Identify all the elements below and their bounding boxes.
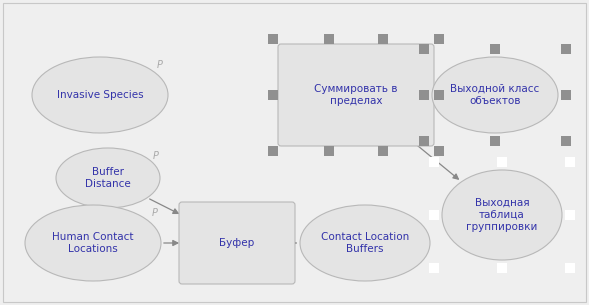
FancyBboxPatch shape [490, 136, 500, 146]
FancyBboxPatch shape [434, 34, 444, 44]
FancyBboxPatch shape [497, 157, 507, 167]
Ellipse shape [442, 170, 562, 260]
FancyBboxPatch shape [561, 136, 571, 146]
FancyBboxPatch shape [179, 202, 295, 284]
FancyBboxPatch shape [497, 263, 507, 273]
FancyBboxPatch shape [429, 210, 439, 220]
FancyBboxPatch shape [561, 90, 571, 100]
FancyBboxPatch shape [278, 44, 434, 146]
FancyBboxPatch shape [268, 146, 278, 156]
FancyBboxPatch shape [565, 157, 575, 167]
Ellipse shape [25, 205, 161, 281]
Text: Contact Location
Buffers: Contact Location Buffers [321, 232, 409, 254]
Ellipse shape [432, 57, 558, 133]
Ellipse shape [32, 57, 168, 133]
FancyBboxPatch shape [434, 90, 444, 100]
FancyBboxPatch shape [323, 146, 333, 156]
FancyBboxPatch shape [378, 146, 388, 156]
FancyBboxPatch shape [561, 44, 571, 54]
FancyBboxPatch shape [268, 90, 278, 100]
FancyBboxPatch shape [434, 146, 444, 156]
Text: Суммировать в
пределах: Суммировать в пределах [315, 84, 398, 106]
FancyBboxPatch shape [419, 136, 429, 146]
FancyBboxPatch shape [323, 34, 333, 44]
FancyBboxPatch shape [565, 263, 575, 273]
FancyBboxPatch shape [419, 90, 429, 100]
Ellipse shape [56, 148, 160, 208]
Text: Invasive Species: Invasive Species [57, 90, 143, 100]
Text: Выходной класс
объектов: Выходной класс объектов [451, 84, 540, 106]
Text: P: P [157, 60, 163, 70]
FancyBboxPatch shape [490, 44, 500, 54]
FancyBboxPatch shape [429, 263, 439, 273]
Text: Буфер: Буфер [219, 238, 254, 248]
Ellipse shape [300, 205, 430, 281]
FancyBboxPatch shape [268, 34, 278, 44]
Text: Buffer
Distance: Buffer Distance [85, 167, 131, 189]
FancyBboxPatch shape [429, 157, 439, 167]
FancyBboxPatch shape [565, 210, 575, 220]
FancyBboxPatch shape [378, 34, 388, 44]
Text: P: P [153, 151, 159, 161]
Text: P: P [152, 208, 158, 218]
Text: Human Contact
Locations: Human Contact Locations [52, 232, 134, 254]
Text: Выходная
таблица
группировки: Выходная таблица группировки [466, 198, 538, 232]
FancyBboxPatch shape [419, 44, 429, 54]
